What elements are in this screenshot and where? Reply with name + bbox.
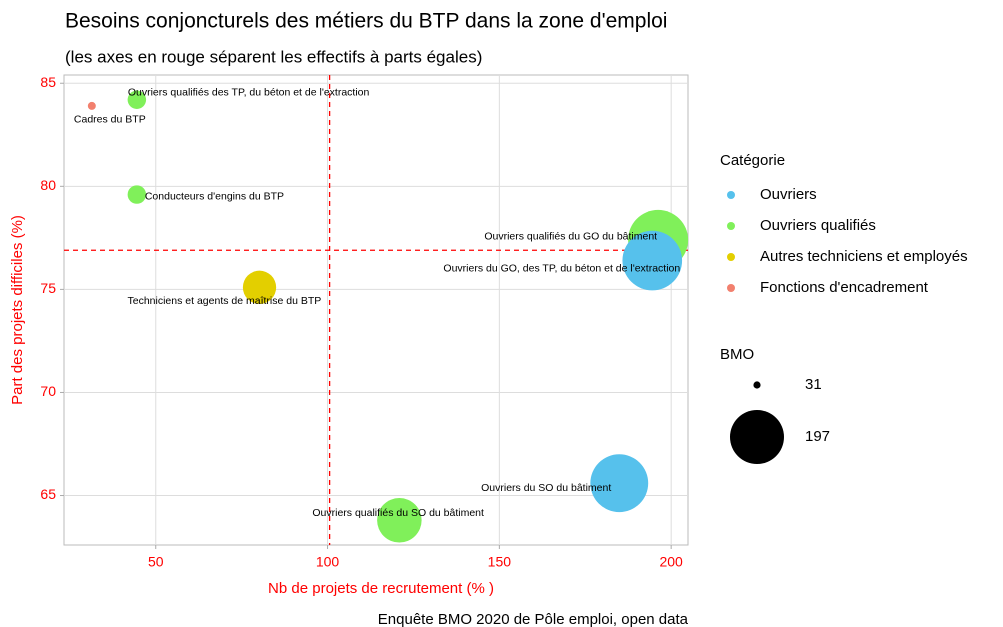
x-tick-label: 200 (659, 554, 683, 570)
bubble (127, 90, 147, 109)
y-tick-label: 65 (40, 486, 56, 502)
y-tick-label: 70 (40, 383, 56, 399)
x-tick-label: 50 (148, 554, 164, 570)
size-legend-swatch (753, 381, 761, 389)
chart-subtitle: (les axes en rouge séparent les effectif… (65, 47, 482, 66)
bubble (377, 498, 422, 543)
y-tick-label: 75 (40, 280, 56, 296)
size-legend-label: 31 (805, 376, 822, 393)
size-legend-title: BMO (720, 346, 754, 363)
x-axis-title: Nb de projets de recrutement (% ) (268, 580, 494, 597)
plot-panel (63, 74, 689, 546)
legend-label: Autres techniciens et employés (760, 248, 968, 265)
bubble (87, 101, 96, 110)
point-label: Ouvriers du SO du bâtiment (481, 482, 611, 494)
point-label: Cadres du BTP (74, 114, 146, 126)
legend-label: Fonctions d'encadrement (760, 279, 929, 296)
legend-swatch (727, 284, 735, 292)
y-axis-title: Part des projets difficiles (%) (9, 215, 26, 405)
chart-title: Besoins conjoncturels des métiers du BTP… (65, 10, 667, 33)
bubble (590, 454, 649, 513)
legend-swatch (727, 191, 735, 199)
legend-title: Catégorie (720, 152, 785, 169)
point-label: Conducteurs d'engins du BTP (145, 190, 284, 202)
x-tick-label: 150 (488, 554, 512, 570)
bubble (622, 230, 683, 291)
point-label: Ouvriers du GO, des TP, du béton et de l… (443, 262, 680, 274)
size-legend-label: 197 (805, 428, 830, 445)
x-tick-label: 100 (316, 554, 340, 570)
y-tick-label: 85 (40, 74, 56, 90)
caption: Enquête BMO 2020 de Pôle emploi, open da… (378, 611, 689, 627)
point-label: Techniciens et agents de maîtrise du BTP (128, 295, 322, 307)
point-label: Ouvriers qualifiés du GO du bâtiment (484, 231, 657, 243)
bubble (242, 270, 277, 304)
size-legend-swatch (730, 410, 784, 464)
point-label: Ouvriers qualifiés du SO du bâtiment (312, 507, 484, 519)
legend-label: Ouvriers (760, 186, 817, 203)
legend-swatch (727, 222, 735, 230)
y-tick-label: 80 (40, 177, 56, 193)
bubble (127, 185, 147, 204)
legend-label: Ouvriers qualifiés (760, 217, 876, 234)
legend-swatch (727, 253, 735, 261)
point-label: Ouvriers qualifiés des TP, du béton et d… (128, 87, 370, 99)
